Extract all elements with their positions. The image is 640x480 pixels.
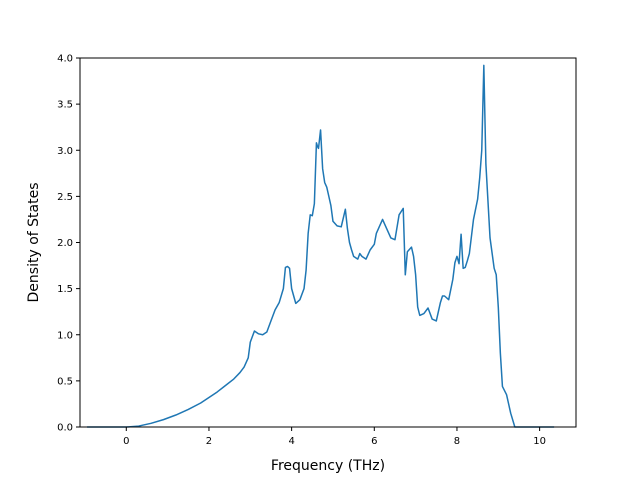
x-tick-label: 8: [454, 436, 460, 447]
y-tick-label: 0.0: [57, 423, 73, 434]
x-tick-label: 0: [123, 436, 129, 447]
plot-area: [80, 58, 576, 427]
y-tick-label: 4.0: [57, 54, 73, 65]
x-tick-label: 2: [206, 436, 212, 447]
x-tick-label: 6: [371, 436, 377, 447]
y-tick-label: 2.0: [57, 238, 73, 249]
x-axis-ticks: 0 2 4 6 8 10: [123, 427, 546, 447]
y-tick-label: 1.0: [57, 330, 73, 341]
y-tick-label: 1.5: [57, 284, 73, 295]
y-axis-label: Density of States: [26, 183, 42, 303]
y-tick-label: 3.5: [57, 100, 73, 111]
series-layer: [87, 64, 555, 428]
y-tick-label: 3.0: [57, 146, 73, 157]
x-axis-label: Frequency (THz): [271, 458, 385, 474]
y-tick-label: 0.5: [57, 376, 73, 387]
dos-series-line: [87, 64, 555, 428]
x-tick-label: 10: [533, 436, 546, 447]
y-tick-label: 2.5: [57, 192, 73, 203]
x-tick-label: 4: [288, 436, 294, 447]
y-axis-ticks: 0.0 0.5 1.0 1.5 2.0 2.5 3.0 3.5 4.0: [57, 54, 80, 434]
